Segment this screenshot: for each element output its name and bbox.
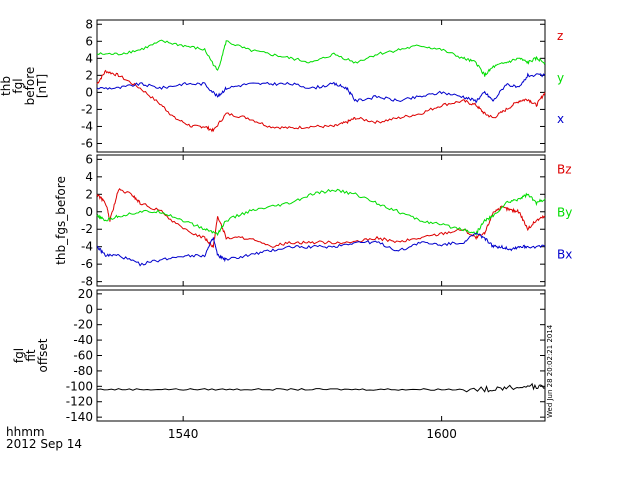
y-tick-label: -20 [73,318,93,332]
y-tick-label: -60 [73,349,93,363]
panel-3-ylabel: fglfitoffset [12,338,50,372]
series-line-Bx [96,232,546,267]
x-tick-label: 1540 [168,427,199,441]
legend-label-Bx: Bx [557,247,572,261]
y-tick-label: 2 [85,187,93,201]
y-tick-label: -2 [81,222,93,236]
y-tick-label: -8 [81,275,93,289]
y-tick-label: 4 [85,51,93,65]
y-tick-label: -4 [81,119,93,133]
y-tick-label: -120 [66,395,93,409]
y-tick-label: -6 [81,136,93,150]
series-line-offset [96,382,546,393]
panel-1-ylabel: thbfglbefore[nT] [0,67,49,106]
y-tick-label: 0 [85,302,93,316]
series-line-z [96,69,546,133]
legend-label-z: z [557,29,563,43]
legend-label-x: x [557,112,564,126]
series-line-y [96,39,546,77]
y-tick-label: 6 [85,34,93,48]
date-label: 2012 Sep 14 [6,437,83,451]
x-tick-label: 1600 [426,427,457,441]
y-tick-label: -4 [81,240,93,254]
y-tick-label: 4 [85,170,93,184]
y-tick-label: 20 [78,287,93,301]
y-tick-label: 0 [85,205,93,219]
y-tick-label: -80 [73,364,93,378]
legend-label-Bz: Bz [557,162,572,176]
legend-label-By: By [557,206,572,220]
time-axis-label: hhmm [6,425,45,439]
series-line-By [96,188,546,237]
timestamp-stamp: Wed Jun 28 20:02:21 2014 [546,324,554,418]
panel-2-frame [96,154,546,287]
y-tick-label: -2 [81,102,93,116]
panel-1-frame [96,19,546,153]
y-tick-label: 8 [85,17,93,31]
y-tick-label: -140 [66,410,93,424]
series-line-x [96,72,546,104]
panel-2-ylabel: thb_fgs_before [54,176,68,265]
y-tick-label: 2 [85,68,93,82]
y-tick-label: -6 [81,257,93,271]
legend-label-y: y [557,71,564,85]
panel-3-frame [96,289,546,422]
y-tick-label: 6 [85,152,93,166]
y-tick-label: -100 [66,379,93,393]
y-tick-label: 0 [85,85,93,99]
y-tick-label: -40 [73,333,93,347]
series-line-Bz [96,187,546,248]
